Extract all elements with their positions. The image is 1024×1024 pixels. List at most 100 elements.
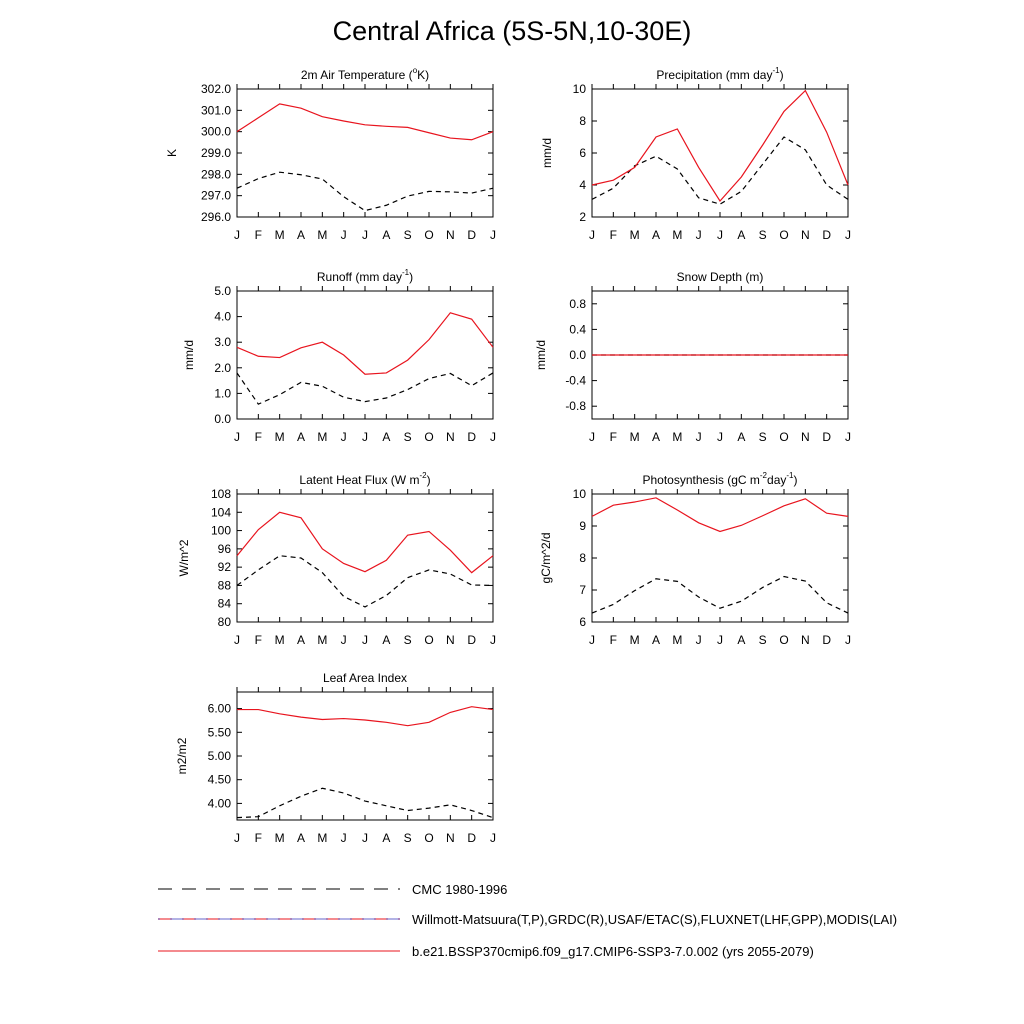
panel-title: Latent Heat Flux (W m-2) — [299, 471, 430, 487]
y-tick-label: 301.0 — [201, 103, 231, 117]
y-tick-label: 3.0 — [214, 335, 231, 349]
x-tick-label: J — [490, 228, 496, 242]
y-tick-label: 2.0 — [214, 361, 231, 375]
series-model-line — [591, 89, 849, 202]
y-tick-label: 7 — [579, 583, 586, 597]
panel-title: Photosynthesis (gC m-2day-1) — [643, 471, 798, 487]
x-tick-label: A — [382, 831, 390, 845]
x-tick-label: D — [467, 430, 476, 444]
series-observed-line — [236, 787, 494, 819]
x-tick-label: A — [297, 831, 305, 845]
x-tick-label: N — [801, 228, 810, 242]
series-observed-line — [236, 171, 494, 212]
x-tick-label: D — [467, 831, 476, 845]
y-tick-label: -0.4 — [565, 374, 586, 388]
y-tick-label: 10 — [573, 82, 587, 96]
plot-frame — [591, 493, 849, 623]
x-tick-label: A — [297, 633, 305, 647]
x-tick-label: D — [467, 228, 476, 242]
y-tick-label: 2 — [579, 210, 586, 224]
x-tick-label: J — [341, 430, 347, 444]
y-tick-label: 298.0 — [201, 167, 231, 181]
panel-title: 2m Air Temperature (oK) — [301, 66, 429, 82]
panel-title: Runoff (mm day-1) — [317, 268, 413, 284]
x-tick-label: J — [845, 430, 851, 444]
x-tick-label: S — [404, 430, 412, 444]
x-tick-label: S — [404, 633, 412, 647]
y-tick-label: 6 — [579, 146, 586, 160]
plot-frame — [591, 88, 849, 218]
y-tick-label: 0.0 — [569, 348, 586, 362]
legend-label: Willmott-Matsuura(T,P),GRDC(R),USAF/ETAC… — [412, 912, 897, 927]
y-axis-label: mm/d — [540, 138, 554, 168]
x-tick-label: A — [652, 228, 660, 242]
legend-entry-3: b.e21.BSSP370cmip6.f09_g17.CMIP6-SSP3-7.… — [158, 944, 814, 959]
y-tick-label: 9 — [579, 519, 586, 533]
legend-label: CMC 1980-1996 — [412, 882, 507, 897]
y-tick-label: 300.0 — [201, 125, 231, 139]
y-tick-label: 96 — [218, 542, 232, 556]
x-tick-label: M — [672, 228, 682, 242]
legend-entry-1: CMC 1980-1996 — [158, 882, 507, 897]
x-tick-label: F — [255, 228, 262, 242]
x-tick-label: J — [490, 831, 496, 845]
x-tick-label: M — [672, 633, 682, 647]
y-tick-label: 8 — [579, 114, 586, 128]
y-tick-label: 4.00 — [208, 796, 232, 810]
y-tick-label: 8 — [579, 551, 586, 565]
panel-1: J F M A M J J A S O N D J296.0297.0298.0299.0300.030… — [165, 66, 496, 242]
x-tick-label: J — [589, 228, 595, 242]
x-tick-label: A — [737, 430, 745, 444]
x-tick-label: J — [490, 430, 496, 444]
x-tick-label: D — [467, 633, 476, 647]
x-tick-label: M — [630, 430, 640, 444]
panel-title: Leaf Area Index — [323, 671, 407, 685]
x-tick-label: F — [610, 430, 617, 444]
y-axis-label: K — [165, 149, 179, 157]
x-tick-label: S — [759, 633, 767, 647]
x-tick-label: J — [234, 430, 240, 444]
x-tick-label: J — [589, 430, 595, 444]
x-tick-label: S — [759, 228, 767, 242]
x-tick-label: O — [424, 831, 433, 845]
panels-group: J F M A M J J A S O N D J296.0297.0298.0299.0300.030… — [165, 66, 851, 845]
y-tick-label: 5.00 — [208, 749, 232, 763]
y-tick-label: 4.50 — [208, 773, 232, 787]
x-tick-label: J — [234, 831, 240, 845]
legend-label: b.e21.BSSP370cmip6.f09_g17.CMIP6-SSP3-7.… — [412, 944, 814, 959]
x-tick-label: M — [630, 228, 640, 242]
x-tick-label: S — [404, 228, 412, 242]
y-tick-label: 5.0 — [214, 284, 231, 298]
x-tick-label: J — [362, 633, 368, 647]
x-tick-label: J — [234, 633, 240, 647]
x-tick-label: F — [255, 633, 262, 647]
x-tick-label: J — [341, 633, 347, 647]
x-tick-label: N — [446, 633, 455, 647]
x-tick-label: A — [652, 430, 660, 444]
x-tick-label: M — [275, 228, 285, 242]
y-tick-label: 297.0 — [201, 189, 231, 203]
x-tick-label: S — [404, 831, 412, 845]
x-tick-label: O — [779, 228, 788, 242]
y-tick-label: 296.0 — [201, 210, 231, 224]
y-tick-label: -0.8 — [565, 399, 586, 413]
x-tick-label: J — [845, 228, 851, 242]
x-tick-label: D — [822, 430, 831, 444]
y-axis-label: W/m^2 — [177, 539, 191, 576]
x-tick-label: J — [341, 831, 347, 845]
series-observed-line — [236, 555, 494, 608]
x-tick-label: M — [317, 831, 327, 845]
x-tick-label: M — [275, 831, 285, 845]
y-tick-label: 4.0 — [214, 310, 231, 324]
x-tick-label: J — [490, 633, 496, 647]
legend-entry-2: Willmott-Matsuura(T,P),GRDC(R),USAF/ETAC… — [158, 912, 897, 927]
series-observed-line — [591, 575, 849, 614]
y-tick-label: 92 — [218, 560, 232, 574]
y-tick-label: 80 — [218, 615, 232, 629]
y-axis-label: gC/m^2/d — [539, 533, 553, 584]
x-tick-label: A — [297, 228, 305, 242]
x-tick-label: O — [779, 430, 788, 444]
x-tick-label: J — [341, 228, 347, 242]
